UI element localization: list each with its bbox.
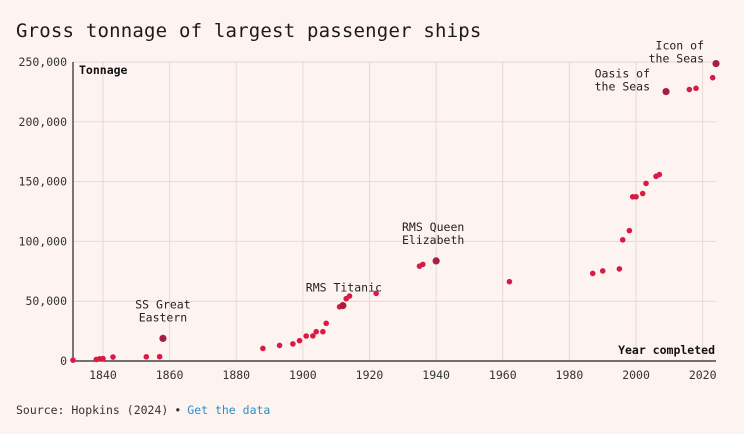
- highlighted-data-point: [662, 87, 670, 96]
- get-data-link[interactable]: Get the data: [187, 403, 271, 417]
- footer: Source: Hopkins (2024) • Get the data: [16, 403, 270, 417]
- x-tick-label: 1880: [222, 368, 250, 382]
- data-point: [276, 342, 283, 349]
- axes: 0 50,000 100,000 150,000 200,000 250,000 1840 1…: [19, 55, 717, 382]
- data-point: [70, 357, 76, 363]
- data-point: [599, 268, 606, 274]
- annotation-line: Eastern: [139, 310, 187, 324]
- data-point: [143, 354, 150, 360]
- point-annotations: SS Great Eastern RMS Titanic RMS Queen Eliza…: [135, 39, 704, 325]
- data-point: [633, 193, 639, 200]
- source-text: Source: Hopkins (2024): [16, 403, 169, 417]
- data-point: [320, 328, 326, 335]
- point-annotation: SS Great Eastern: [135, 297, 190, 324]
- data-point: [156, 353, 163, 360]
- point-annotation: RMS Titanic: [306, 281, 382, 295]
- highlighted-data-point: [339, 302, 347, 310]
- x-tick-label: 1940: [422, 368, 450, 382]
- y-tick-label: 100,000: [19, 234, 68, 248]
- x-gridlines: [102, 62, 704, 361]
- x-tick-label: 1840: [89, 368, 117, 382]
- annotation-line: Icon of: [656, 39, 704, 53]
- x-tick-label: 1960: [489, 368, 517, 382]
- point-annotation: Icon of the Seas: [649, 39, 704, 66]
- data-point: [619, 237, 626, 243]
- y-tick-label: 0: [60, 354, 67, 368]
- y-axis-title: Tonnage: [79, 63, 128, 77]
- data-point: [643, 180, 649, 187]
- data-point: [110, 354, 116, 360]
- data-point: [310, 333, 316, 339]
- y-tick-label: 200,000: [19, 115, 68, 129]
- data-point: [709, 74, 716, 81]
- data-point: [260, 345, 266, 352]
- data-point: [420, 261, 426, 268]
- data-point: [303, 333, 310, 339]
- footer-separator: •: [174, 403, 182, 417]
- data-point: [290, 341, 296, 347]
- point-annotation: RMS Queen Elizabeth: [402, 220, 464, 247]
- data-point: [589, 270, 596, 277]
- x-tick-label: 2000: [622, 368, 650, 382]
- y-gridlines: [73, 61, 716, 302]
- axis-titles: Tonnage Year completed: [79, 63, 715, 357]
- data-point: [296, 337, 303, 344]
- data-point: [686, 86, 693, 93]
- x-tick-label: 1920: [356, 368, 384, 382]
- data-point: [506, 278, 513, 285]
- annotation-line: SS Great: [135, 297, 190, 311]
- data-point: [346, 293, 353, 299]
- y-tick-label: 250,000: [19, 55, 68, 69]
- data-point: [100, 355, 106, 362]
- y-tick-label: 50,000: [25, 294, 67, 308]
- x-tick-label: 2020: [689, 368, 717, 382]
- data-points: [70, 59, 720, 363]
- annotation-line: the Seas: [649, 52, 704, 66]
- y-tick-label: 150,000: [19, 175, 68, 189]
- x-tick-label: 1900: [289, 368, 317, 382]
- annotation-line: RMS Queen: [402, 220, 464, 234]
- x-axis-title: Year completed: [618, 343, 715, 357]
- data-point: [373, 290, 379, 297]
- annotation-line: RMS Titanic: [306, 281, 382, 295]
- x-tick-label: 1980: [556, 368, 584, 382]
- data-point: [693, 85, 699, 92]
- annotation-line: Elizabeth: [402, 233, 464, 247]
- point-annotation: Oasis of the Seas: [595, 67, 650, 94]
- chart-title: Gross tonnage of largest passenger ships: [16, 20, 482, 42]
- data-point: [616, 266, 623, 272]
- data-point: [639, 190, 646, 197]
- highlighted-data-point: [159, 334, 167, 342]
- x-tick-label: 1860: [156, 368, 184, 382]
- data-point: [656, 171, 663, 178]
- data-point: [626, 227, 633, 234]
- data-point: [313, 328, 320, 335]
- data-point: [323, 320, 330, 327]
- annotation-line: the Seas: [595, 80, 650, 94]
- highlighted-data-point: [432, 257, 440, 265]
- annotation-line: Oasis of: [595, 67, 650, 81]
- highlighted-data-point: [712, 59, 720, 68]
